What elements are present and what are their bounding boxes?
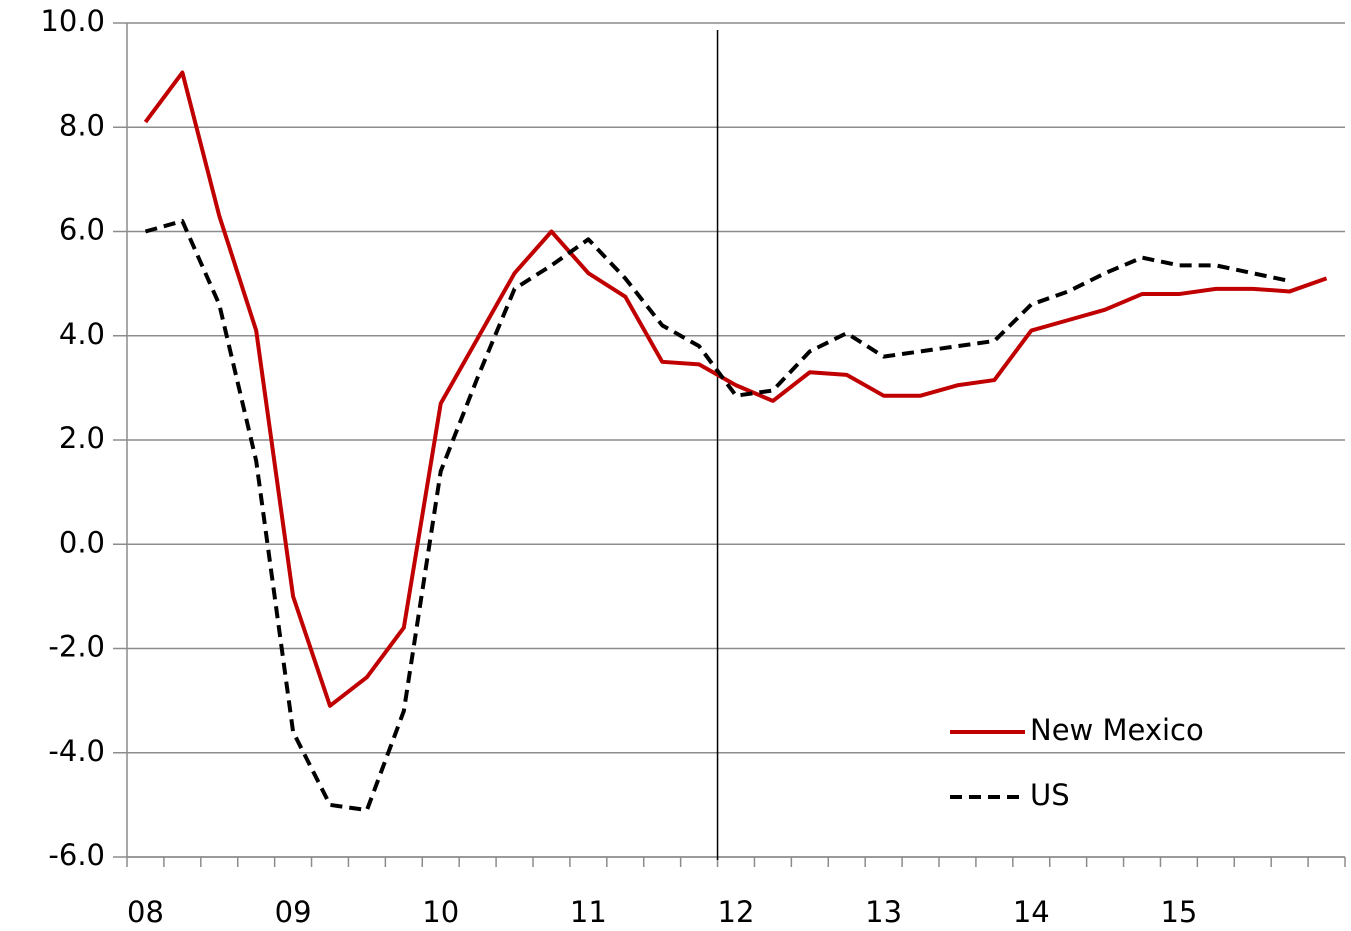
y-tick-label: 10.0: [40, 4, 105, 38]
x-tick-label: 15: [1160, 895, 1197, 929]
y-tick-label: -4.0: [48, 734, 105, 768]
x-tick-label: 11: [570, 895, 607, 929]
x-tick-label: 08: [127, 895, 164, 929]
legend-label: US: [1030, 778, 1070, 812]
x-tick-label: 14: [1013, 895, 1050, 929]
x-tick-label: 13: [865, 895, 902, 929]
series-line: [143, 70, 1328, 708]
x-tick-label: 09: [275, 895, 312, 929]
y-tick-label: 0.0: [59, 525, 105, 559]
y-tick-label: 8.0: [59, 108, 105, 142]
y-tick-label: 2.0: [59, 421, 105, 455]
y-tick-label: 4.0: [59, 317, 105, 351]
series-line: [144, 219, 1291, 813]
y-tick-label: 6.0: [59, 213, 105, 247]
y-tick-label: -6.0: [48, 838, 105, 872]
legend-label: New Mexico: [1030, 713, 1204, 747]
y-tick-label: -2.0: [48, 630, 105, 664]
x-tick-label: 10: [422, 895, 459, 929]
x-tick-label: 12: [718, 895, 755, 929]
